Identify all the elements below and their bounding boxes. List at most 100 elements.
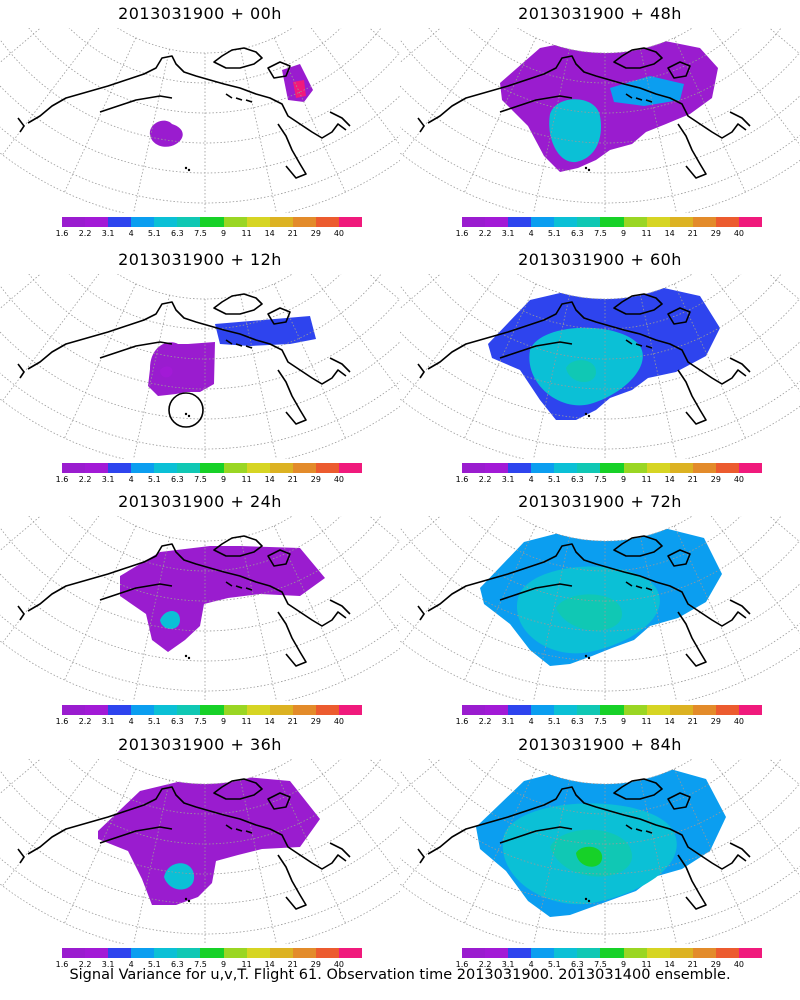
colorbar-label: 3.1 [501,475,515,484]
colorbar-swatch [315,705,339,715]
colorbar-swatch [223,948,247,958]
colorbar-label: 2.2 [78,960,92,969]
colorbar-swatch [200,948,224,958]
variance-contour [98,777,320,905]
colorbar-swatch [108,948,132,958]
colorbar-swatch [554,948,578,958]
colorbar-label: 3.1 [101,475,115,484]
colorbar-label: 9 [620,717,627,726]
colorbar-swatch [462,463,486,473]
variance-contour [120,546,325,652]
colorbar-label: 11 [241,229,252,238]
colorbar-swatch [577,705,601,715]
variance-contour [566,360,596,383]
variance-contour [164,863,195,890]
colorbar-label: 4 [128,229,134,238]
colorbar-swatch [462,217,486,227]
colorbar-label: 1.6 [455,229,469,238]
colorbar-swatch [154,705,178,715]
coastline [17,778,351,910]
colorbar-label: 1.6 [55,475,69,484]
map-panel-00h: 2013031900 + 00h 1.6 2.2 3.1 4 5.1 6.3 7.5 9 11 14… [0,0,400,245]
colorbar: 1.6 2.2 3.1 4 5.1 6.3 7.5 9 11 14 21 29 40 [56,705,363,733]
map-projection [0,759,400,944]
colorbar-label: 5.1 [147,475,161,484]
colorbar-label: 29 [710,229,721,238]
colorbar-swatch [508,463,532,473]
colorbar-label: 40 [333,475,345,484]
colorbar-label: 6.3 [571,717,584,726]
colorbar-swatch [200,463,224,473]
colorbar-label: 4 [528,229,534,238]
map-projection [0,516,400,701]
colorbar-swatch [108,217,132,227]
variance-contour [160,366,173,378]
colorbar-label: 40 [733,717,745,726]
colorbar-swatch [669,217,693,227]
colorbar-swatch [531,705,555,715]
colorbar-label: 3.1 [501,960,515,969]
colorbar-swatch [338,705,363,715]
colorbar-label: 11 [241,717,252,726]
colorbar-swatch [508,948,532,958]
colorbar-label: 29 [310,475,321,484]
colorbar-swatch [154,948,178,958]
colorbar-swatch [177,948,201,958]
coastline [417,778,751,910]
colorbar-label: 29 [310,960,321,969]
colorbar-label: 40 [333,229,345,238]
colorbar-swatch [85,463,109,473]
colorbar-label: 11 [641,475,652,484]
coastline [17,47,351,179]
colorbar-swatch [200,705,224,715]
island-mark [184,654,188,658]
graticule [400,28,800,213]
colorbar-label: 7.5 [594,960,607,969]
colorbar-label: 14 [264,960,275,969]
graticule [400,759,800,944]
colorbar-label: 7.5 [594,229,607,238]
colorbar-label: 7.5 [194,717,207,726]
colorbar-swatch [600,705,624,715]
colorbar-label: 11 [241,475,252,484]
colorbar-label: 6.3 [571,960,584,969]
panel-title: 2013031900 + 12h [118,250,282,269]
colorbar-label: 5.1 [147,717,161,726]
coastline [417,293,751,425]
variance-contour [556,594,622,631]
colorbar-label: 5.1 [547,229,561,238]
variance-contour [293,80,306,98]
island-mark [584,654,588,658]
colorbar-label: 40 [333,960,345,969]
colorbar-label: 6.3 [171,960,184,969]
colorbar-label: 29 [710,960,721,969]
island-mark [184,166,188,170]
panel-title: 2013031900 + 36h [118,735,282,754]
colorbar-swatch [131,948,155,958]
colorbar-label: 3.1 [501,717,515,726]
colorbar-swatch [108,705,132,715]
colorbar-label: 4 [528,960,534,969]
island-mark [587,414,591,418]
colorbar-label: 6.3 [171,717,184,726]
colorbar-swatch [600,217,624,227]
colorbar-swatch [269,217,293,227]
colorbar-label: 5.1 [147,229,161,238]
colorbar-label: 5.1 [147,960,161,969]
island-mark [187,168,191,172]
colorbar-swatch [715,217,739,227]
colorbar-swatch [738,705,763,715]
colorbar-label: 1.6 [455,960,469,969]
colorbar-label: 14 [664,475,675,484]
colorbar-swatch [646,705,670,715]
graticule [400,516,800,701]
colorbar-label: 4 [128,475,134,484]
colorbar-swatch [246,948,270,958]
colorbar-label: 3.1 [101,229,115,238]
coastline [17,293,351,425]
island-mark [587,899,591,903]
island-mark [587,656,591,660]
map-panel-36h: 2013031900 + 36h 1.6 2.2 3.1 4 5.1 6.3 7.5 9 11 14… [0,731,400,976]
colorbar-swatch [292,948,316,958]
colorbar-swatch [292,463,316,473]
